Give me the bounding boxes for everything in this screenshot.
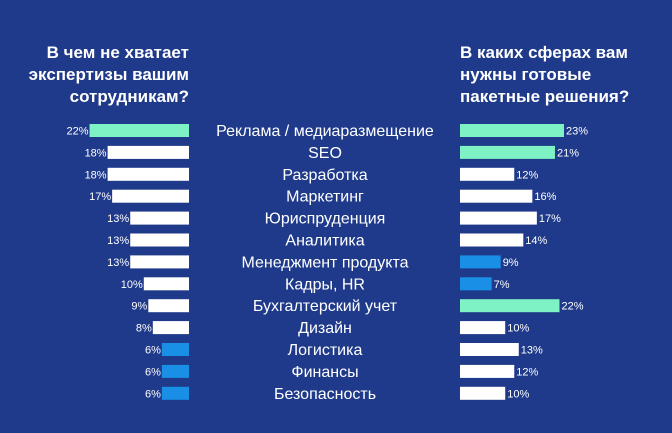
right-bar — [460, 167, 515, 181]
left-bar — [152, 321, 189, 335]
right-bar — [460, 386, 506, 400]
left-value-label: 6% — [145, 388, 161, 400]
right-value-label: 22% — [561, 301, 583, 313]
left-value-label: 10% — [121, 279, 143, 291]
category-label: Разработка — [282, 167, 367, 184]
left-value-label: 22% — [66, 126, 88, 138]
left-bar — [161, 343, 189, 356]
left-bar — [130, 233, 189, 247]
right-bar — [460, 233, 524, 247]
left-bar — [148, 299, 189, 313]
category-label: Бухгалтерский учет — [253, 298, 398, 315]
right-value-label: 13% — [521, 345, 543, 357]
left-value-label: 9% — [131, 301, 147, 313]
left-bar — [143, 277, 189, 291]
right-value-label: 7% — [494, 279, 510, 291]
right-series-title: В каких сферах вам нужны готовые пакетны… — [460, 43, 630, 106]
category-label: SEO — [308, 145, 342, 162]
right-value-label: 12% — [516, 366, 538, 378]
right-bar — [460, 211, 537, 225]
right-bar — [460, 343, 519, 356]
right-value-label: 14% — [525, 235, 547, 247]
left-bar — [130, 255, 189, 269]
right-bar — [460, 321, 506, 335]
right-bar — [460, 277, 492, 291]
right-value-label: 21% — [557, 147, 579, 159]
right-value-label: 12% — [516, 169, 538, 181]
category-label: Реклама / медиаразмещение — [216, 123, 434, 140]
right-bar — [460, 255, 501, 269]
category-label: Логистика — [288, 342, 363, 359]
category-label: Финансы — [291, 364, 358, 381]
left-series-title: В чем не хватает экспертизы вашим сотруд… — [28, 43, 189, 106]
category-label: Юриспруденция — [265, 211, 386, 228]
left-value-label: 8% — [136, 323, 152, 335]
right-value-label: 16% — [534, 191, 556, 203]
left-value-label: 17% — [89, 191, 111, 203]
right-value-label: 17% — [539, 213, 561, 225]
left-value-label: 6% — [145, 366, 161, 378]
left-bar — [161, 386, 189, 400]
right-value-label: 10% — [507, 323, 529, 335]
left-value-label: 18% — [85, 169, 107, 181]
left-bar — [161, 364, 189, 378]
category-label: Менеджмент продукта — [241, 254, 408, 271]
left-bar — [130, 211, 189, 225]
right-bar — [460, 189, 533, 203]
left-value-label: 13% — [107, 235, 129, 247]
category-label: Кадры, HR — [285, 276, 365, 293]
left-bar — [107, 145, 189, 159]
left-value-label: 18% — [85, 147, 107, 159]
right-bar — [460, 124, 564, 137]
category-label: Безопасность — [274, 386, 376, 403]
right-bar — [460, 145, 555, 159]
left-bar — [107, 167, 189, 181]
category-label: Аналитика — [285, 233, 364, 250]
left-value-label: 6% — [145, 345, 161, 357]
category-label: Маркетинг — [286, 189, 364, 206]
left-bar — [112, 189, 189, 203]
right-bar — [460, 299, 560, 313]
left-value-label: 13% — [107, 257, 129, 269]
right-value-label: 23% — [566, 126, 588, 138]
left-bar — [89, 124, 189, 137]
right-bar — [460, 364, 515, 378]
right-value-label: 10% — [507, 388, 529, 400]
right-value-label: 9% — [503, 257, 519, 269]
category-label: Дизайн — [298, 320, 352, 337]
left-value-label: 13% — [107, 213, 129, 225]
